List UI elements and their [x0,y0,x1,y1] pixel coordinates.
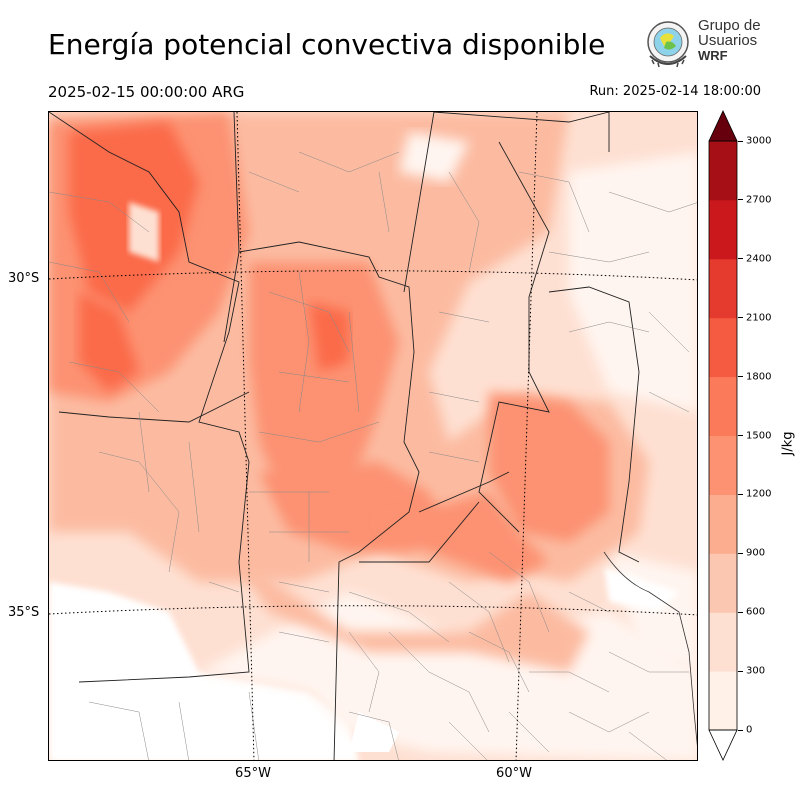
logo-line3: WRF [698,48,728,63]
valid-time: 2025-02-15 00:00:00 ARG [48,83,245,101]
colorbar-segments [709,141,737,731]
coastline [603,551,697,747]
colorbar-tick-label: 1800 [746,371,772,383]
colorbar-extend-top [708,110,738,142]
cape-map [48,111,698,761]
map-title: Energía potencial convectiva disponible [48,28,606,61]
colorbar-tick-mark [738,493,743,495]
colorbar-segment [709,258,737,319]
province-borders [49,112,640,760]
colorbar-tick-label: 1200 [746,488,772,500]
run-time: Run: 2025-02-14 18:00:00 [589,84,761,99]
colorbar-tick-mark [738,258,743,260]
colorbar-segment [709,141,737,201]
colorbar-segment [709,376,737,436]
lon-label-60w: 60°W [496,766,532,781]
department-borders [49,151,697,760]
colorbar-tick-label: 3000 [746,135,772,147]
colorbar-tick-label: 2700 [746,194,772,206]
colorbar-tick-mark [738,670,743,672]
colorbar-frame [708,140,738,731]
logo-line1: Grupo de [698,17,761,34]
colorbar-tick-label: 300 [746,665,766,677]
logo-text: Grupo de Usuarios WRF [698,18,761,63]
colorbar-segment [709,494,737,554]
colorbar-tick-mark [738,611,743,613]
colorbar-tick-label: 900 [746,547,766,559]
lon-label-65w: 65°W [235,766,271,781]
lat-label-30s: 30°S [8,271,40,286]
colorbar-tick-label: 2100 [746,312,772,324]
globe-icon [647,21,689,68]
colorbar-tick-mark [738,376,743,378]
colorbar [708,110,738,761]
colorbar-tick-label: 1500 [746,430,772,441]
colorbar-tick-mark [738,729,743,731]
colorbar-segment [709,199,737,260]
wrf-logo: Grupo de Usuarios WRF [640,16,761,72]
map-overlays [49,112,697,760]
colorbar-tick-mark [738,435,743,436]
colorbar-segment [709,553,737,613]
colorbar-tick-label: 2400 [746,253,772,265]
colorbar-segment [709,435,737,495]
colorbar-extend-bottom [708,729,738,761]
colorbar-segment [709,612,737,672]
logo-line2: Usuarios [698,32,758,49]
colorbar-tick-label: 0 [746,724,753,736]
colorbar-segment [709,671,737,731]
colorbar-tick-mark [738,552,743,554]
lat-label-35s: 35°S [8,605,40,620]
colorbar-tick-label: 600 [746,606,766,618]
colorbar-tick-mark [738,199,743,201]
graticule [49,112,697,760]
cape-field [49,112,697,760]
colorbar-segment [709,317,737,378]
colorbar-unit: J/kg [780,431,796,456]
colorbar-tick-mark [738,140,743,142]
colorbar-tick-mark [738,317,743,319]
